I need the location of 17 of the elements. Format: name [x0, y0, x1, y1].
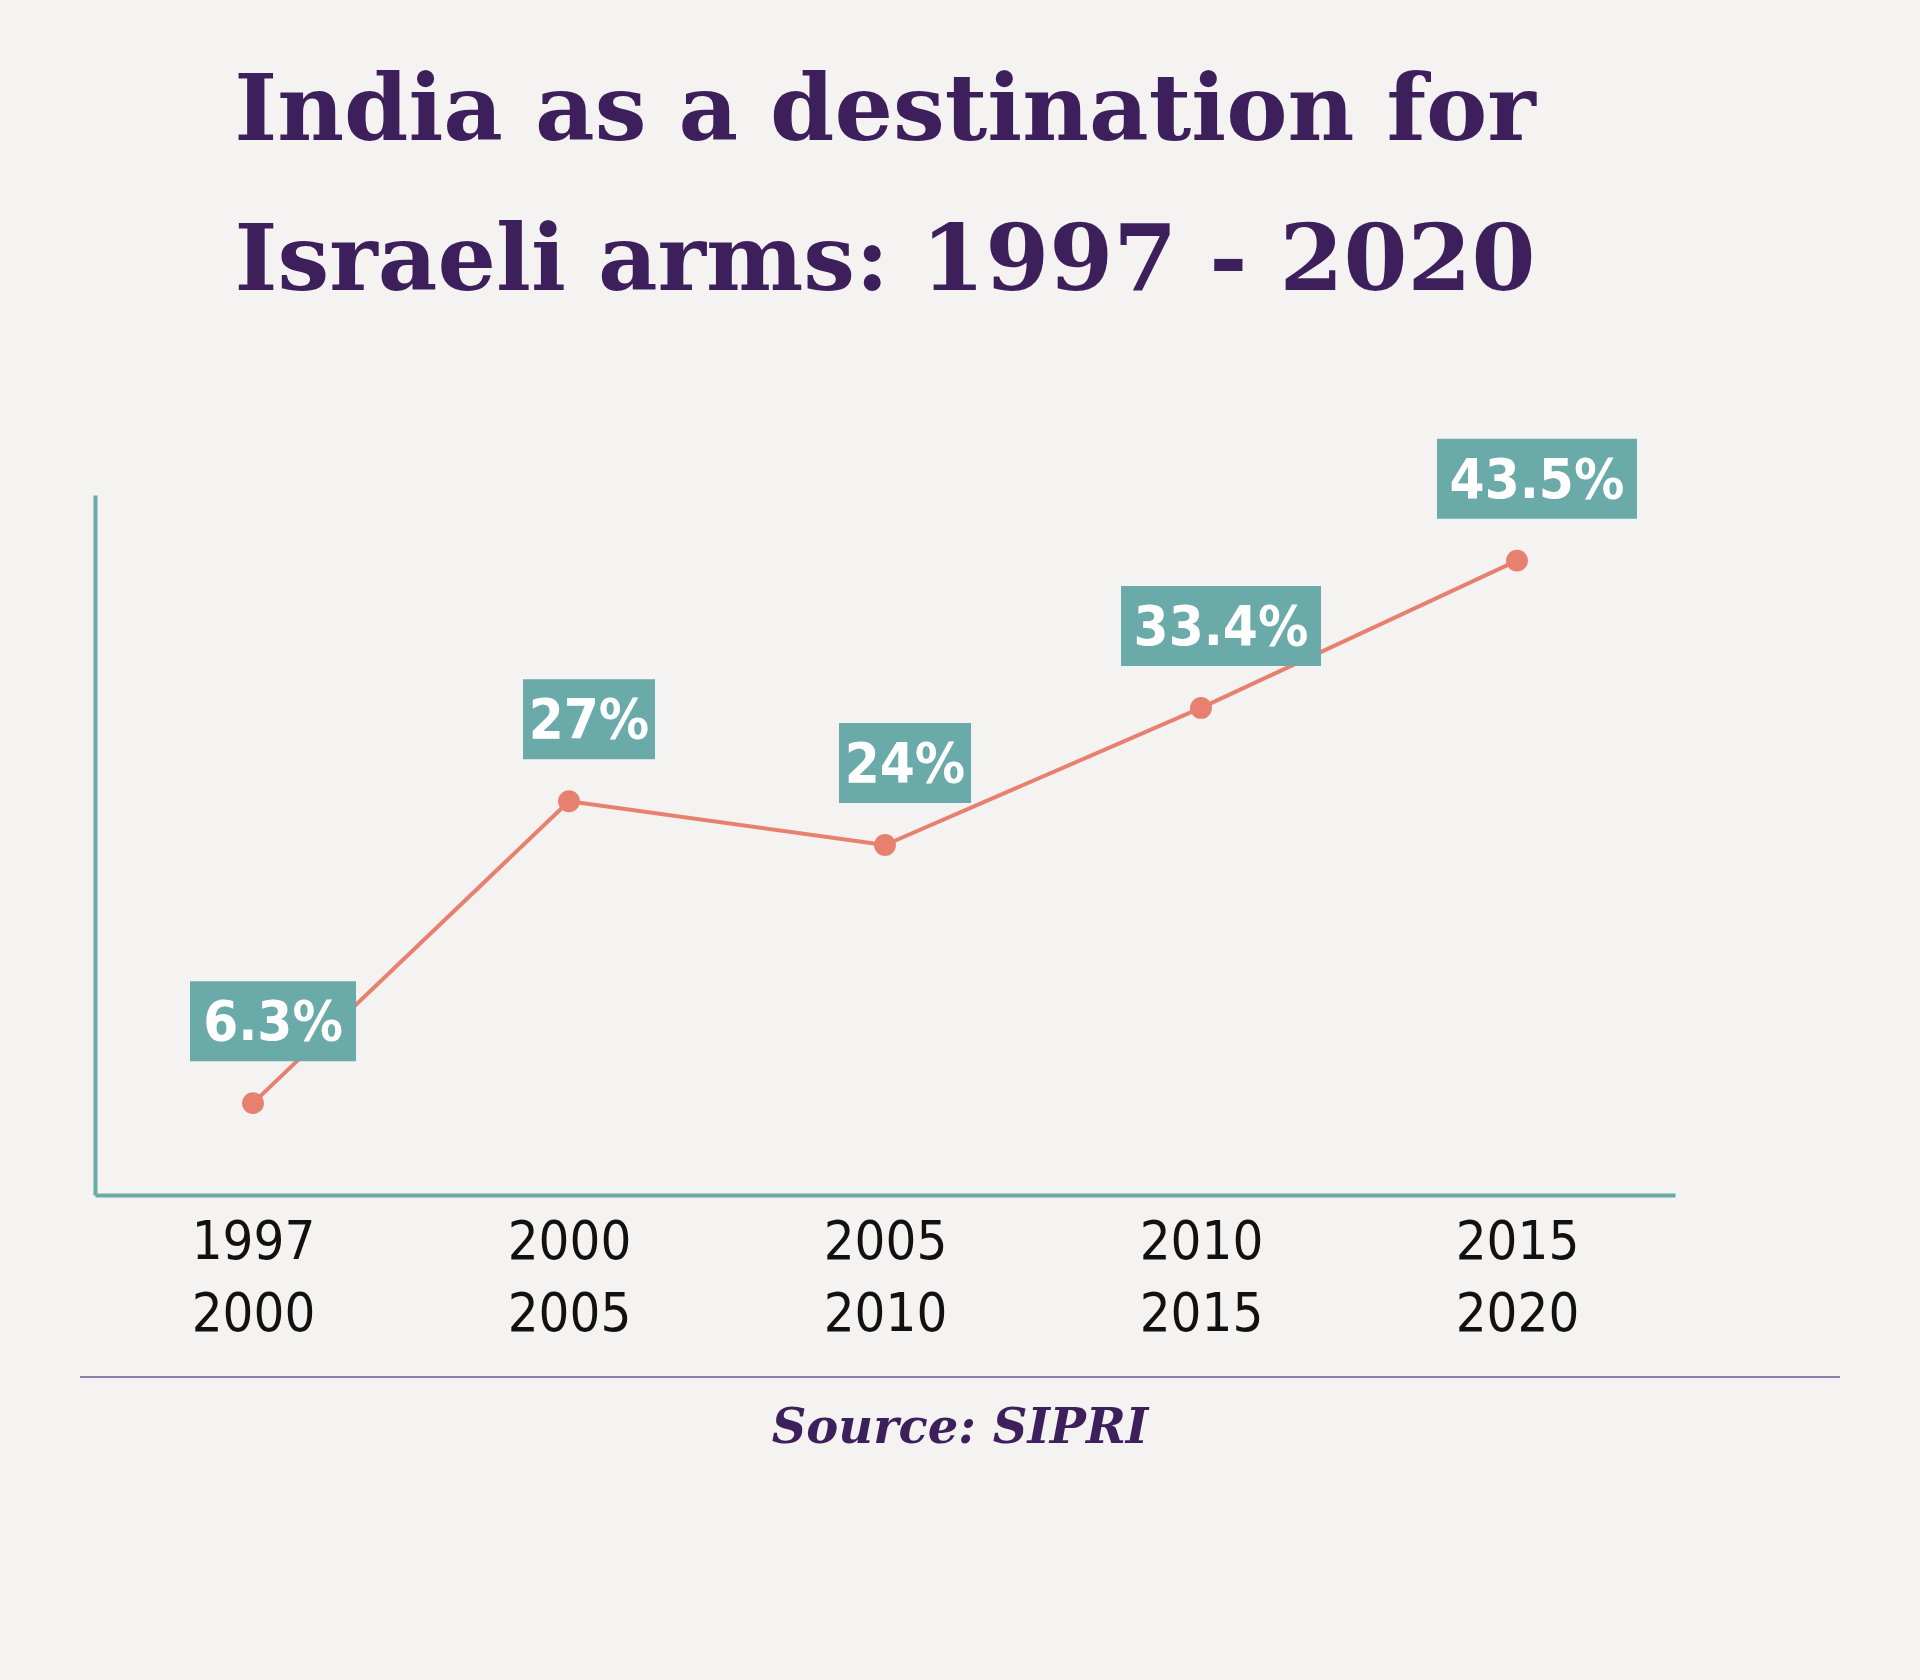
data-label: 33.4%	[1133, 592, 1309, 658]
point	[242, 1092, 264, 1115]
x-tick-label: 2015 2020	[1455, 1208, 1580, 1344]
x-tick-label: 2005 2010	[823, 1208, 948, 1344]
data-label: 24%	[844, 730, 966, 795]
x-tick-label: 2010 2015	[1139, 1208, 1264, 1344]
x-tick-label: 2000 2005	[507, 1208, 632, 1344]
data-label: 43.5%	[1449, 445, 1625, 511]
x-tick-label: 1997 2000	[191, 1208, 316, 1344]
source-note: Source: SIPRI	[80, 1376, 1840, 1454]
point	[874, 834, 896, 856]
chart-title: India as a destination for Israeli arms: 1997 - 2020	[234, 53, 1538, 312]
data-label: 27%	[528, 686, 650, 752]
point	[1506, 549, 1528, 572]
data-label: 6.3%	[203, 988, 343, 1054]
point	[1190, 696, 1212, 719]
point	[558, 790, 580, 813]
